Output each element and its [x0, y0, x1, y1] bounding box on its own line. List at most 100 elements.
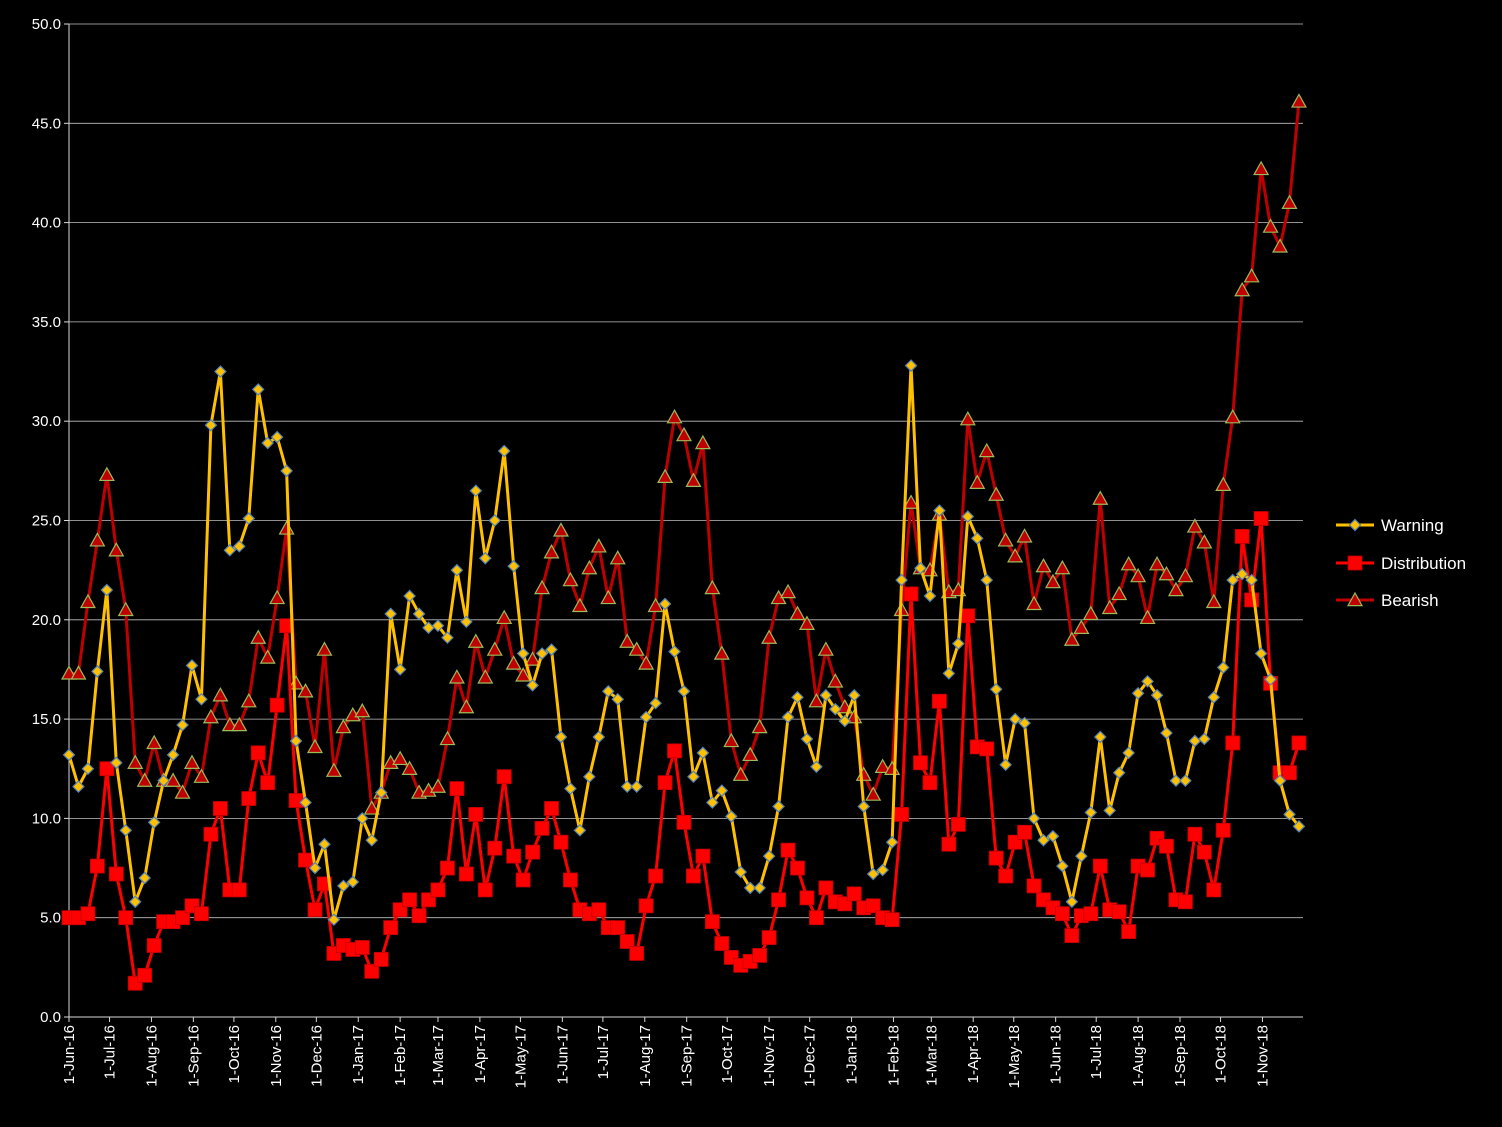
data-point-warning [355, 812, 369, 825]
series-distribution [61, 511, 1307, 991]
data-point-warning [781, 710, 795, 724]
data-point-warning [1216, 661, 1230, 674]
data-point-distribution [1111, 904, 1127, 920]
data-point-distribution [260, 775, 276, 791]
data-point-bearish [666, 408, 683, 424]
data-point-bearish [146, 734, 163, 750]
data-point-warning [185, 659, 199, 672]
x-tick-label: 1-Sep-18 [1172, 1025, 1189, 1087]
data-point-warning [696, 746, 710, 760]
data-point-bearish [401, 760, 418, 775]
data-point-distribution [279, 618, 295, 634]
data-point-warning [280, 464, 293, 478]
data-point-warning [838, 714, 852, 728]
data-point-bearish [1149, 555, 1166, 571]
data-point-warning [384, 607, 398, 621]
data-point-warning [308, 861, 322, 875]
data-point-bearish [874, 758, 891, 773]
data-point-warning [743, 881, 757, 895]
data-point-distribution [913, 755, 928, 771]
data-point-warning [753, 881, 767, 895]
data-point-distribution [1225, 735, 1241, 751]
data-point-warning [734, 865, 748, 879]
y-tick-label: 40.0 [32, 215, 61, 232]
data-point-bearish [486, 641, 503, 656]
data-point-distribution [695, 848, 711, 864]
data-point-warning [923, 589, 937, 603]
data-point-warning [592, 730, 606, 744]
data-point-bearish [335, 718, 352, 734]
data-point-warning [299, 796, 312, 809]
x-tick-label: 1-May-18 [1006, 1025, 1023, 1088]
y-tick-label: 10.0 [32, 810, 61, 827]
series-layer [60, 93, 1307, 991]
legend-entry-bearish: Bearish [1336, 591, 1439, 610]
data-point-warning [762, 849, 776, 863]
data-point-bearish [657, 468, 674, 484]
data-point-distribution [194, 906, 209, 922]
data-point-warning [327, 913, 341, 927]
data-point-warning [1254, 647, 1268, 660]
data-point-bearish [316, 641, 333, 656]
x-tick-label: 1-Apr-17 [472, 1025, 489, 1083]
data-point-distribution [1159, 838, 1174, 854]
data-point-bearish [240, 692, 257, 708]
data-point-warning [1169, 774, 1183, 788]
data-point-warning [100, 583, 114, 597]
data-point-bearish [1139, 609, 1156, 625]
data-point-distribution [1055, 906, 1070, 922]
data-point-bearish [496, 609, 513, 625]
data-point-distribution [99, 761, 115, 777]
data-point-distribution [137, 967, 153, 983]
data-point-bearish [1205, 593, 1222, 609]
data-point-bearish [221, 716, 238, 732]
data-point-distribution [231, 882, 247, 898]
data-point-warning [270, 430, 284, 444]
data-point-bearish [193, 768, 210, 783]
data-point-warning [715, 784, 729, 797]
data-point-bearish [250, 629, 267, 644]
x-tick-label: 1-Sep-17 [679, 1025, 696, 1087]
legend-entry-distribution: Distribution [1336, 554, 1466, 573]
data-point-bearish [694, 434, 711, 450]
data-point-warning [289, 734, 303, 748]
data-point-distribution [960, 608, 976, 624]
data-point-distribution [704, 914, 720, 930]
data-point-distribution [1291, 735, 1307, 751]
data-point-warning [526, 678, 539, 692]
data-point-bearish [1092, 490, 1109, 505]
data-point-bearish [713, 645, 730, 660]
data-point-warning [469, 484, 483, 498]
data-point-warning [1245, 573, 1258, 587]
data-point-bearish [827, 673, 844, 688]
data-point-distribution [809, 910, 824, 926]
y-tick-label: 35.0 [32, 314, 61, 331]
data-point-warning [1103, 804, 1117, 817]
data-point-warning [1056, 859, 1069, 873]
data-point-warning [261, 436, 275, 450]
data-point-distribution [430, 882, 446, 898]
data-point-bearish [798, 615, 815, 630]
data-point-distribution [1026, 878, 1042, 894]
data-point-bearish [534, 579, 551, 595]
data-point-bearish [363, 800, 380, 815]
y-tick-label: 0.0 [40, 1009, 61, 1026]
data-point-distribution [1064, 928, 1080, 943]
x-tick-label: 1-Nov-17 [761, 1025, 778, 1087]
data-point-warning [497, 444, 511, 458]
x-tick-label: 1-May-17 [512, 1025, 529, 1088]
data-point-distribution [534, 820, 550, 836]
data-point-distribution [648, 868, 663, 884]
data-point-bearish [997, 532, 1014, 547]
x-tick-label: 1-Nov-16 [268, 1025, 285, 1087]
data-point-bearish [98, 466, 115, 482]
data-point-warning [772, 800, 785, 813]
data-point-warning [346, 875, 360, 889]
data-point-warning [545, 643, 558, 656]
data-point-distribution [591, 902, 607, 918]
data-point-warning [441, 631, 454, 645]
data-point-warning [668, 645, 681, 658]
data-point-warning [724, 810, 738, 823]
data-point-warning [393, 663, 407, 676]
